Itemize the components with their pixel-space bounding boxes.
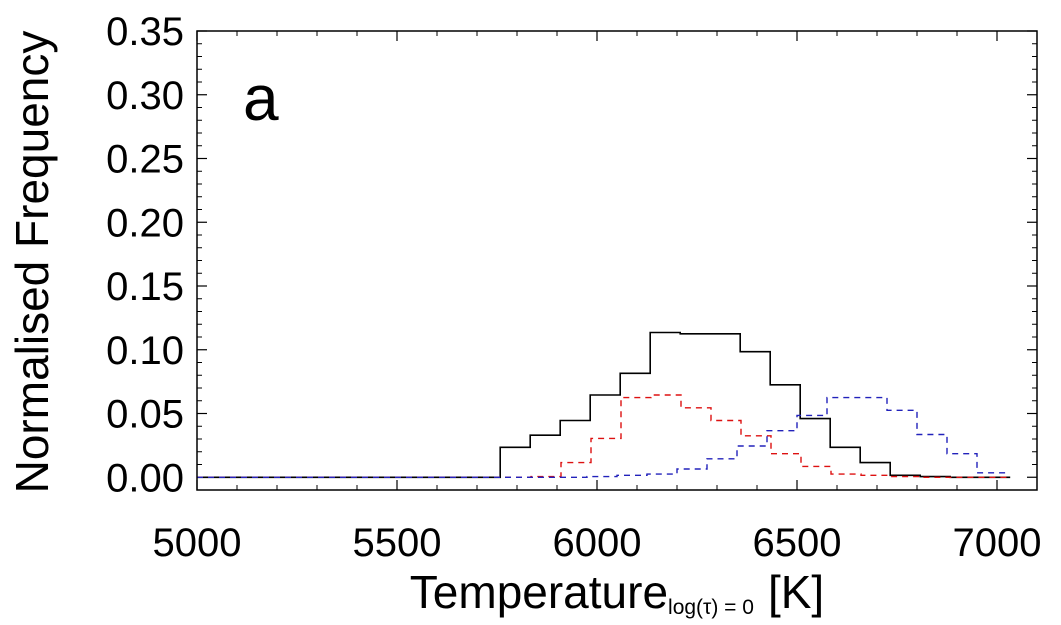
y-tick-labels: 0.00 0.05 0.10 0.15 0.20 0.25 0.30 0.35 <box>106 10 184 500</box>
x-axis-label-unit: [K] <box>768 566 824 618</box>
y-tick-label: 0.00 <box>106 456 184 500</box>
y-tick-label: 0.05 <box>106 393 184 437</box>
x-axis-label: Temperaturelog(τ) = 0 [K] <box>410 566 824 619</box>
y-axis-label: Normalised Frequency <box>6 31 58 494</box>
y-tick-label: 0.20 <box>106 201 184 245</box>
panel-label: a <box>243 62 279 134</box>
histogram-series-1 <box>197 331 1011 479</box>
x-tick-label: 6500 <box>753 521 842 565</box>
series-layer <box>197 331 1011 479</box>
histogram-series-2 <box>197 394 1011 478</box>
axis-ticks <box>196 30 1038 491</box>
histogram-series-3 <box>197 396 1007 478</box>
y-tick-label: 0.35 <box>106 10 184 54</box>
y-tick-label: 0.10 <box>106 329 184 373</box>
x-tick-label: 7000 <box>953 521 1042 565</box>
x-tick-label: 5000 <box>153 521 242 565</box>
x-axis-label-main: Temperature <box>410 566 668 618</box>
y-tick-label: 0.15 <box>106 265 184 309</box>
y-tick-label: 0.25 <box>106 138 184 182</box>
plot-frame <box>196 30 1038 491</box>
x-axis-label-sub: log(τ) = 0 <box>668 596 754 619</box>
x-tick-label: 6000 <box>553 521 642 565</box>
x-tick-labels: 5000 5500 6000 6500 7000 <box>153 521 1042 565</box>
y-tick-label: 0.30 <box>106 74 184 118</box>
x-tick-label: 5500 <box>353 521 442 565</box>
